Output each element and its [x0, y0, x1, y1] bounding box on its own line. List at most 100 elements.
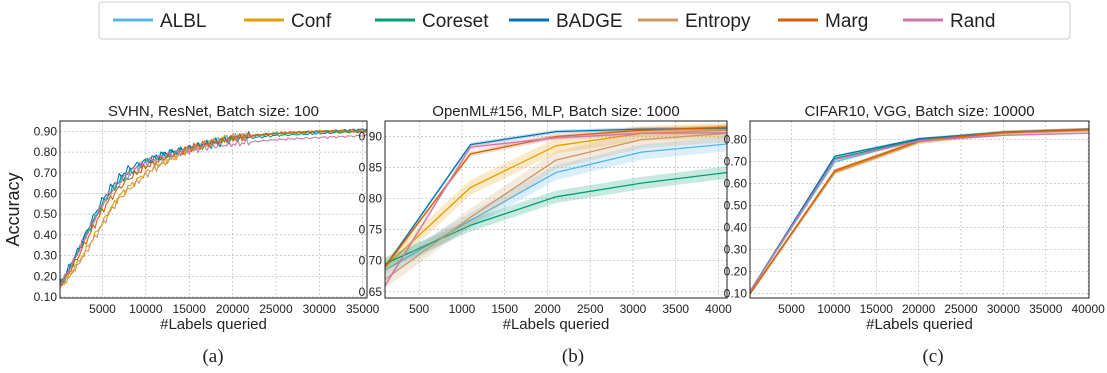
panel-title: SVHN, ResNet, Batch size: 100	[108, 103, 319, 120]
series-group	[385, 122, 727, 289]
plot-area	[750, 121, 1089, 298]
x-tick-label: 3500	[662, 302, 689, 316]
plot-area	[60, 121, 367, 298]
x-tick-label: 30000	[987, 302, 1021, 316]
x-tick-label: 10000	[817, 302, 851, 316]
legend-item-marg: Marg	[778, 11, 868, 32]
axes-frame	[384, 120, 728, 299]
y-tick-label: 0.70	[724, 155, 748, 169]
y-tick-label: 0.60	[724, 177, 748, 191]
y-tick-label: 0.10	[724, 287, 748, 301]
panel-title: CIFAR10, VGG, Batch size: 10000	[804, 103, 1034, 120]
legend-label-badge: BADGE	[556, 11, 623, 32]
x-axis-label: #Labels queried	[503, 316, 610, 333]
axes-frame	[59, 120, 368, 299]
y-tick-label: 0.65	[359, 285, 383, 299]
y-tick-label: 0.30	[724, 243, 748, 257]
band-conf	[750, 127, 1089, 296]
y-tick-label: 0.80	[359, 192, 383, 206]
band-entropy	[385, 124, 727, 289]
gridlines	[750, 121, 1089, 298]
line-conf	[385, 129, 727, 268]
line-marg	[385, 126, 727, 268]
line-rand	[60, 134, 367, 288]
legend-item-rand: Rand	[903, 11, 995, 32]
legend-label-entropy: Entropy	[685, 11, 751, 32]
x-tick-label: 4000	[705, 302, 732, 316]
y-tick-label: 0.10	[34, 290, 58, 304]
x-tick-label: 2000	[534, 302, 561, 316]
legend-label-rand: Rand	[950, 11, 995, 32]
plot-area	[385, 121, 727, 298]
gridlines	[60, 121, 367, 298]
x-tick-label: 3000	[620, 302, 647, 316]
x-tick-label: 2500	[577, 302, 604, 316]
y-tick-label: 0.90	[359, 130, 383, 144]
x-tick-label: 5000	[778, 302, 805, 316]
x-tick-label: 35000	[1029, 302, 1063, 316]
y-tick-label: 0.90	[34, 124, 58, 138]
series-group	[60, 128, 367, 289]
y-tick-label: 0.70	[34, 166, 58, 180]
legend-item-entropy: Entropy	[638, 11, 751, 32]
x-tick-label: 40000	[1071, 302, 1105, 316]
line-marg	[60, 129, 367, 286]
legend: ALBL Conf Coreset BADGE Entropy Marg Rand	[98, 1, 1071, 40]
x-tick-label: 20000	[216, 302, 250, 316]
gridlines	[385, 121, 727, 298]
y-axis-label: Accuracy	[3, 172, 23, 246]
line-entropy	[750, 129, 1089, 294]
line-rand	[385, 132, 727, 286]
legend-item-albl: ALBL	[113, 11, 206, 32]
x-axis-label: #Labels queried	[866, 316, 973, 333]
x-tick-label: 25000	[259, 302, 293, 316]
axes-frame	[749, 120, 1090, 299]
panel-c: 5000 10000 15000 20000 25000 30000 35000 40000 0…	[724, 103, 1106, 367]
line-rand	[750, 132, 1089, 292]
series-group	[750, 127, 1089, 296]
panels: 5000 10000 15000 20000 25000 30000 35000 0.10 0.…	[3, 103, 1105, 367]
x-tick-label: 20000	[902, 302, 936, 316]
legend-label-coreset: Coreset	[422, 11, 489, 32]
panel-title: OpenML#156, MLP, Batch size: 1000	[432, 103, 679, 120]
legend-frame	[98, 1, 1071, 40]
legend-item-conf: Conf	[244, 11, 332, 32]
line-entropy	[385, 132, 727, 280]
y-tick-label: 0.20	[34, 269, 58, 283]
legend-label-albl: ALBL	[160, 11, 206, 32]
x-tick-label: 25000	[944, 302, 978, 316]
y-tick-label: 0.40	[34, 228, 58, 242]
legend-item-coreset: Coreset	[375, 11, 489, 32]
legend-item-badge: BADGE	[509, 11, 623, 32]
y-tick-label: 0.50	[724, 199, 748, 213]
legend-label-marg: Marg	[825, 11, 868, 32]
x-tick-label: 30000	[303, 302, 337, 316]
x-tick-label: 15000	[860, 302, 894, 316]
panel-a: 5000 10000 15000 20000 25000 30000 35000 0.10 0.…	[3, 103, 380, 367]
line-albl	[385, 143, 727, 271]
y-tick-label: 0.75	[359, 223, 383, 237]
y-tick-label: 0.70	[359, 254, 383, 268]
panel-b: 500 1000 1500 2000 2500 3000 3500 4000 0.65 0.70 0…	[359, 103, 732, 367]
y-tick-label: 0.40	[724, 221, 748, 235]
x-axis-label: #Labels queried	[160, 316, 267, 333]
x-tick-label: 1000	[449, 302, 476, 316]
panel-caption: (c)	[922, 346, 943, 367]
x-tick-label: 10000	[129, 302, 163, 316]
legend-label-conf: Conf	[291, 11, 332, 32]
x-tick-label: 5000	[89, 302, 116, 316]
x-tick-label: 35000	[346, 302, 380, 316]
y-tick-label: 0.80	[724, 133, 748, 147]
y-tick-label: 0.50	[34, 207, 58, 221]
band-conf	[385, 122, 727, 275]
y-tick-label: 0.85	[359, 161, 383, 175]
y-tick-label: 0.30	[34, 249, 58, 263]
band-albl	[385, 136, 727, 278]
x-tick-label: 15000	[173, 302, 207, 316]
panel-caption: (a)	[202, 346, 223, 367]
panel-caption: (b)	[562, 346, 584, 367]
x-tick-label: 1500	[491, 302, 518, 316]
y-tick-label: 0.80	[34, 145, 58, 159]
x-tick-label: 500	[409, 302, 429, 316]
